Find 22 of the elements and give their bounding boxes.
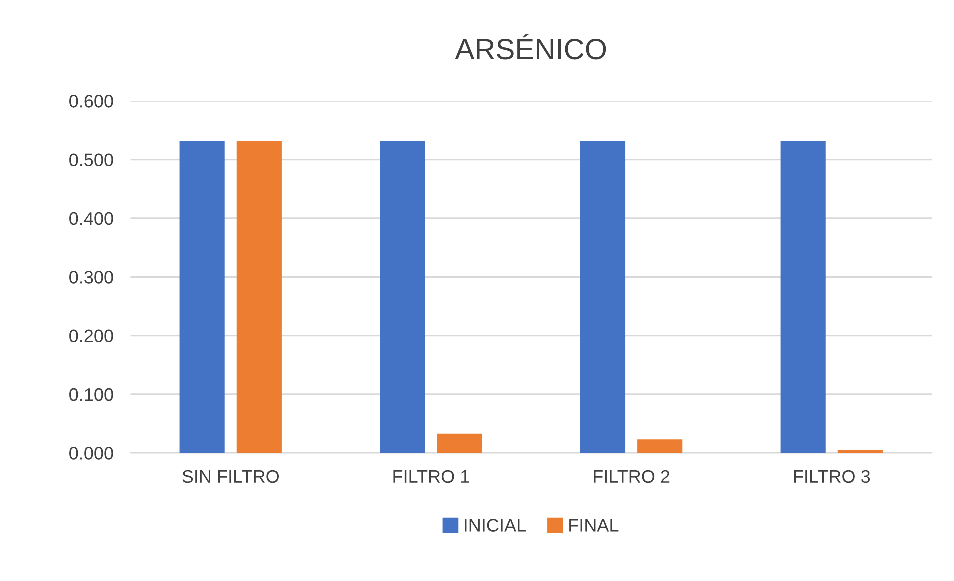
y-tick-label: 0.600 — [70, 95, 114, 108]
y-tick-label: 0.500 — [70, 154, 114, 166]
x-tick-label: SIN FILTRO — [182, 470, 279, 484]
y-tick-label: 0.300 — [70, 271, 114, 284]
x-tick-label: FILTRO 1 — [394, 470, 470, 484]
legend-label: FINAL — [570, 519, 619, 532]
y-tick-label: 0.000 — [70, 447, 114, 460]
bar — [838, 450, 883, 454]
bar — [380, 140, 426, 454]
bar — [236, 140, 282, 454]
bar — [638, 440, 683, 454]
bar — [437, 434, 482, 454]
bar — [580, 140, 626, 454]
y-tick-label: 0.400 — [70, 212, 114, 226]
bar — [180, 140, 225, 454]
legend-label: INICIAL — [465, 519, 526, 532]
x-tick-label: FILTRO 3 — [794, 470, 870, 484]
y-tick-label: 0.100 — [70, 388, 114, 402]
y-tick-label: 0.200 — [70, 330, 114, 343]
chart-title: ARSÉNICO — [455, 34, 606, 60]
bar — [780, 140, 826, 454]
x-tick-label: FILTRO 2 — [594, 470, 670, 484]
